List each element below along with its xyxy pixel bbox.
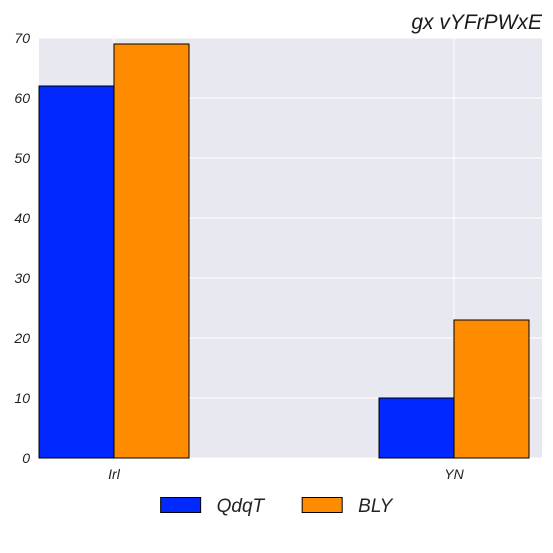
y-tick-label: 0 xyxy=(22,450,30,466)
legend-label: QdqT xyxy=(217,496,266,517)
bars xyxy=(38,43,530,459)
y-tick-label: 40 xyxy=(14,210,30,226)
chart-title: gx vYFrPWxE xyxy=(411,11,543,34)
y-tick-label: 20 xyxy=(13,330,30,346)
bar-BLY-Irl xyxy=(113,43,190,459)
y-tick-label: 50 xyxy=(14,150,30,166)
legend-label: BLY xyxy=(358,496,393,517)
bar-QdqT-Irl xyxy=(38,85,115,459)
legend-swatch xyxy=(301,497,343,513)
y-tick-label: 30 xyxy=(14,270,30,286)
bar-QdqT-YN xyxy=(378,397,455,459)
y-tick-label: 60 xyxy=(14,90,30,106)
legend: QdqT BLY xyxy=(160,496,394,517)
bar-BLY-YN xyxy=(453,319,530,459)
legend-swatch xyxy=(160,497,202,513)
x-axis-ticks: Irl YN xyxy=(108,466,464,482)
y-axis-ticks: 0 10 20 30 40 50 60 70 xyxy=(13,30,30,466)
x-tick-label: YN xyxy=(444,466,464,482)
y-tick-label: 10 xyxy=(14,390,30,406)
y-tick-label: 70 xyxy=(14,30,30,46)
x-tick-label: Irl xyxy=(108,466,121,482)
